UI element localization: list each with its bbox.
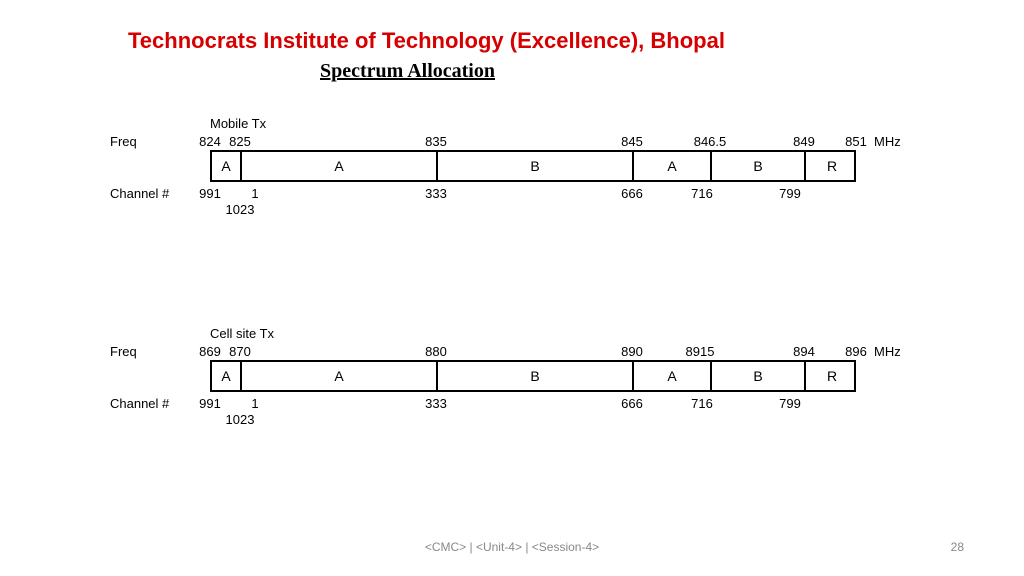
channel-tick: 991	[199, 396, 221, 411]
freq-tick: 845	[621, 134, 643, 149]
channel-tick: 799	[779, 396, 801, 411]
freq-tick: 896	[845, 344, 867, 359]
band-segment: B	[438, 152, 634, 180]
freq-tick: 870	[229, 344, 251, 359]
spectrum-diagram-1: Cell site Tx Freq Channel # MHz 869 870 880 890…	[110, 322, 910, 442]
footer-breadcrumb: <CMC> | <Unit-4> | <Session-4>	[0, 540, 1024, 554]
band-segment: A	[212, 362, 242, 390]
freq-tick: 890	[621, 344, 643, 359]
freq-tick: 880	[425, 344, 447, 359]
band-segment: A	[634, 362, 712, 390]
channel-tick: 666	[621, 396, 643, 411]
page-number: 28	[951, 540, 964, 554]
band-segment: R	[806, 152, 858, 180]
channel-tick: 666	[621, 186, 643, 201]
band-segment: A	[242, 152, 438, 180]
spectrum-diagram-0: Mobile Tx Freq Channel # MHz 824 825 835 845 846…	[110, 112, 910, 232]
band-segment: B	[712, 152, 806, 180]
channel-tick: 333	[425, 396, 447, 411]
band-segment: A	[242, 362, 438, 390]
freq-tick: 8915	[686, 344, 715, 359]
freq-tick: 869	[199, 344, 221, 359]
band-segment: A	[634, 152, 712, 180]
freq-tick: 849	[793, 134, 815, 149]
channel-tick: 716	[691, 396, 713, 411]
freq-tick: 846.5	[694, 134, 727, 149]
channel-axis-label: Channel #	[110, 186, 169, 201]
channel-tick: 1	[251, 396, 258, 411]
diagram-name: Cell site Tx	[210, 326, 274, 341]
band-bar: AABABR	[210, 360, 856, 392]
band-segment: B	[438, 362, 634, 390]
freq-unit: MHz	[874, 134, 901, 149]
band-segment: R	[806, 362, 858, 390]
channel-tick: 1023	[226, 202, 255, 217]
channel-axis-label: Channel #	[110, 396, 169, 411]
channel-tick: 716	[691, 186, 713, 201]
institute-title: Technocrats Institute of Technology (Exc…	[128, 28, 725, 54]
freq-tick: 835	[425, 134, 447, 149]
page-subtitle: Spectrum Allocation	[320, 60, 495, 83]
freq-unit: MHz	[874, 344, 901, 359]
channel-tick: 1023	[226, 412, 255, 427]
diagram-name: Mobile Tx	[210, 116, 266, 131]
freq-tick: 825	[229, 134, 251, 149]
freq-tick: 824	[199, 134, 221, 149]
band-segment: A	[212, 152, 242, 180]
freq-tick: 894	[793, 344, 815, 359]
band-segment: B	[712, 362, 806, 390]
freq-tick: 851	[845, 134, 867, 149]
channel-tick: 799	[779, 186, 801, 201]
channel-tick: 1	[251, 186, 258, 201]
freq-axis-label: Freq	[110, 134, 137, 149]
channel-tick: 991	[199, 186, 221, 201]
freq-axis-label: Freq	[110, 344, 137, 359]
channel-tick: 333	[425, 186, 447, 201]
band-bar: AABABR	[210, 150, 856, 182]
